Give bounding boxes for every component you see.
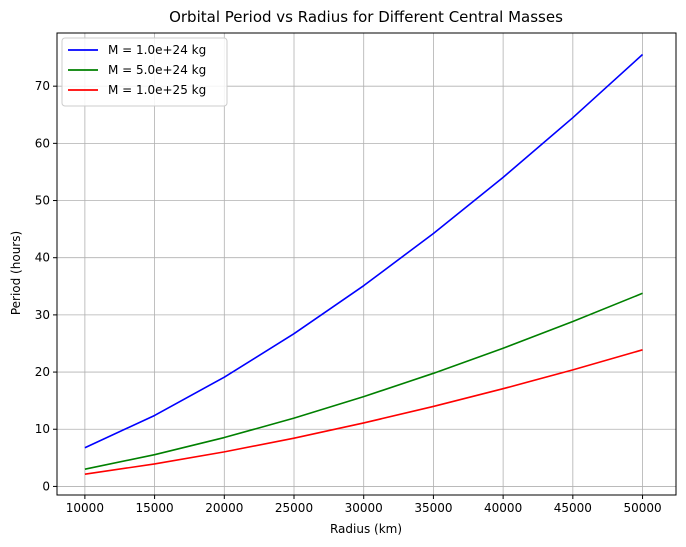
y-axis-label: Period (hours)	[9, 231, 23, 315]
legend-label: M = 1.0e+24 kg	[108, 43, 206, 57]
series-line-1	[84, 53, 644, 449]
legend-label: M = 1.0e+25 kg	[108, 83, 206, 97]
x-tick-label: 35000	[414, 501, 452, 515]
x-tick-label: 30000	[345, 501, 383, 515]
legend: M = 1.0e+24 kg M = 5.0e+24 kg M = 1.0e+25 …	[61, 37, 228, 107]
x-tick-label: 40000	[484, 501, 522, 515]
x-axis-label: Radius (km)	[330, 522, 402, 536]
y-tick-label: 20	[35, 365, 50, 379]
x-tick-label: 45000	[554, 501, 592, 515]
legend-box	[61, 37, 228, 107]
y-tick-label: 0	[42, 479, 50, 493]
x-tick-label: 10000	[66, 501, 104, 515]
y-tick-label: 40	[35, 251, 50, 265]
grid	[57, 33, 676, 495]
x-tick-label: 50000	[623, 501, 661, 515]
y-axis: 0 10 20 30 40 50 60 70	[35, 79, 57, 493]
series-line-2	[84, 292, 643, 470]
x-tick-label: 20000	[205, 501, 243, 515]
x-axis: 10000 15000 20000 25000 30000 35000 40000 45000…	[66, 495, 662, 515]
series-lines	[84, 53, 644, 475]
series-line-3	[84, 349, 643, 475]
legend-label: M = 5.0e+24 kg	[108, 63, 206, 77]
y-tick-label: 60	[35, 136, 50, 150]
y-tick-label: 70	[35, 79, 50, 93]
x-tick-label: 25000	[275, 501, 313, 515]
y-tick-label: 10	[35, 422, 50, 436]
y-tick-label: 50	[35, 194, 50, 208]
y-tick-label: 30	[35, 308, 50, 322]
chart-title: Orbital Period vs Radius for Different C…	[169, 8, 563, 26]
plot-frame	[56, 32, 677, 496]
x-tick-label: 15000	[135, 501, 173, 515]
